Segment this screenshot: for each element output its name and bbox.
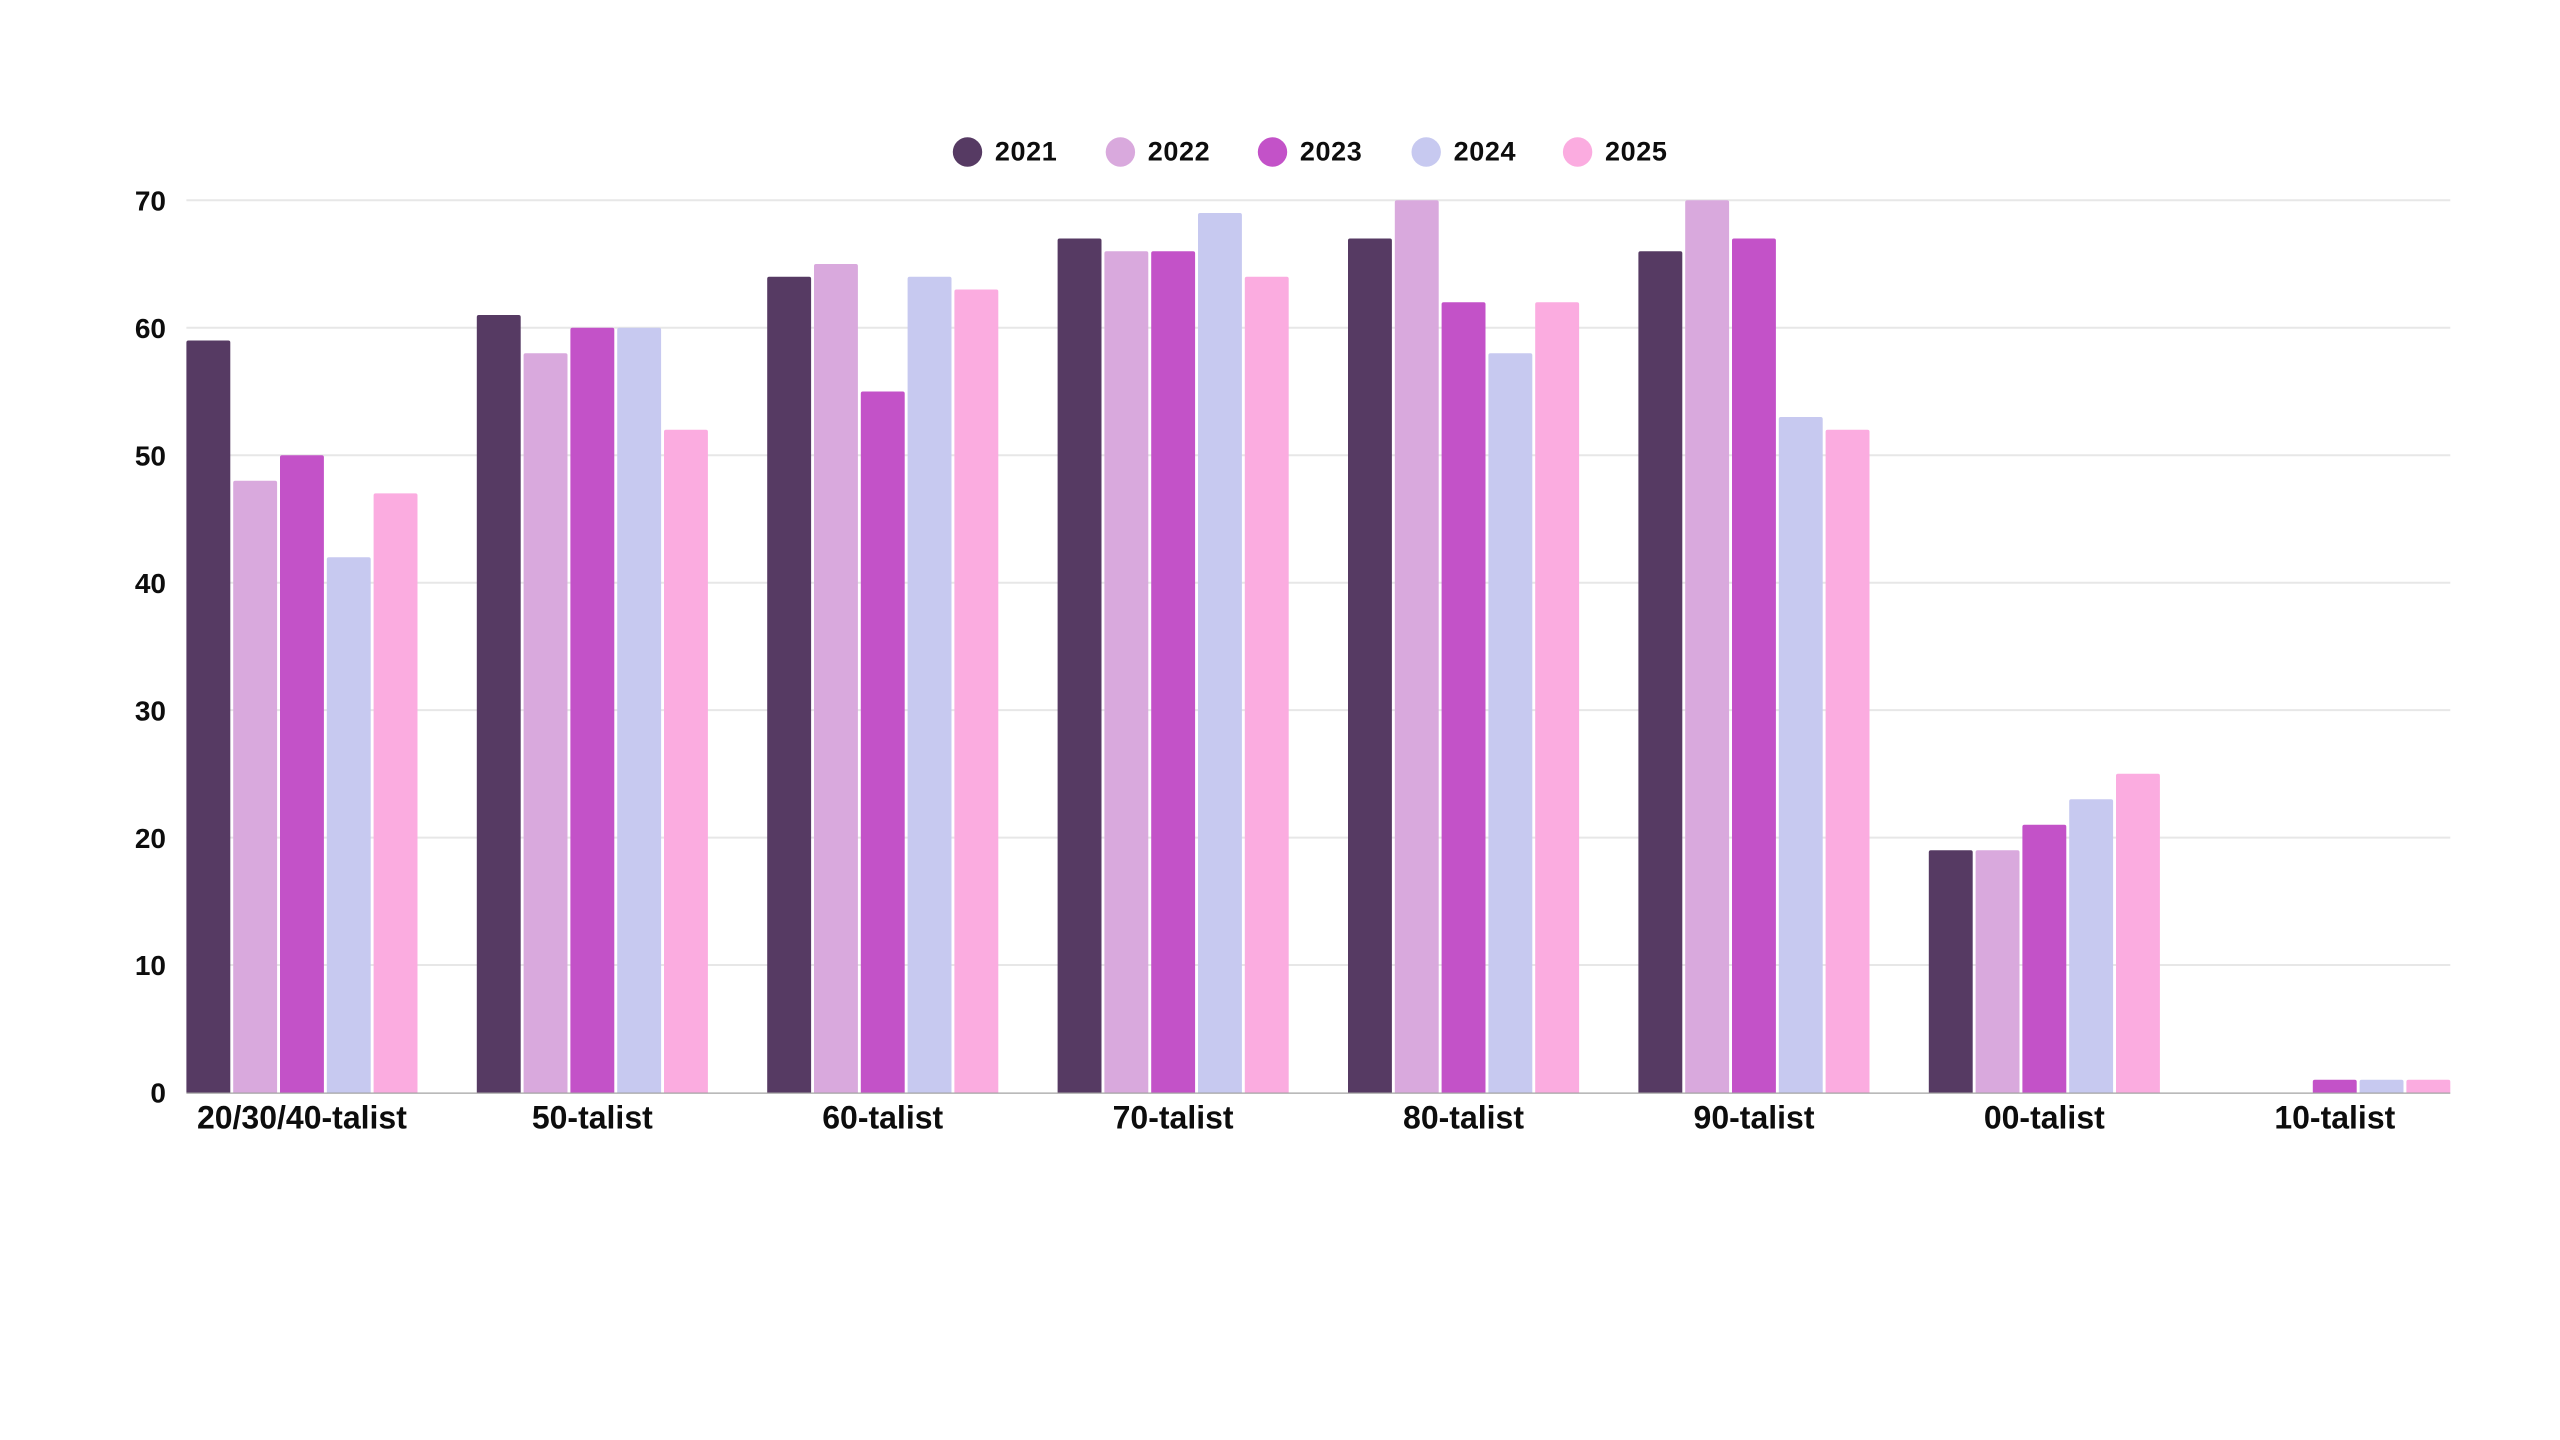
svg-text:0: 0 bbox=[150, 1078, 166, 1109]
svg-text:10-talist: 10-talist bbox=[2274, 1100, 2395, 1136]
svg-text:70: 70 bbox=[135, 186, 166, 217]
svg-text:90-talist: 90-talist bbox=[1694, 1100, 1815, 1136]
svg-text:60: 60 bbox=[135, 313, 166, 344]
svg-text:80-talist: 80-talist bbox=[1403, 1100, 1524, 1136]
svg-text:60-talist: 60-talist bbox=[822, 1100, 943, 1136]
svg-text:10: 10 bbox=[135, 950, 166, 981]
svg-text:2023: 2023 bbox=[1300, 136, 1362, 166]
svg-text:50-talist: 50-talist bbox=[532, 1100, 653, 1136]
svg-text:40: 40 bbox=[135, 568, 166, 599]
svg-text:00-talist: 00-talist bbox=[1984, 1100, 2105, 1136]
svg-text:2022: 2022 bbox=[1148, 136, 1210, 166]
svg-text:30: 30 bbox=[135, 695, 166, 726]
svg-text:2024: 2024 bbox=[1454, 136, 1516, 166]
svg-text:20/30/40-talist: 20/30/40-talist bbox=[197, 1100, 407, 1136]
svg-text:2021: 2021 bbox=[995, 136, 1057, 166]
svg-text:50: 50 bbox=[135, 440, 166, 471]
svg-text:2025: 2025 bbox=[1605, 136, 1667, 166]
svg-text:20: 20 bbox=[135, 823, 166, 854]
svg-text:70-talist: 70-talist bbox=[1113, 1100, 1234, 1136]
